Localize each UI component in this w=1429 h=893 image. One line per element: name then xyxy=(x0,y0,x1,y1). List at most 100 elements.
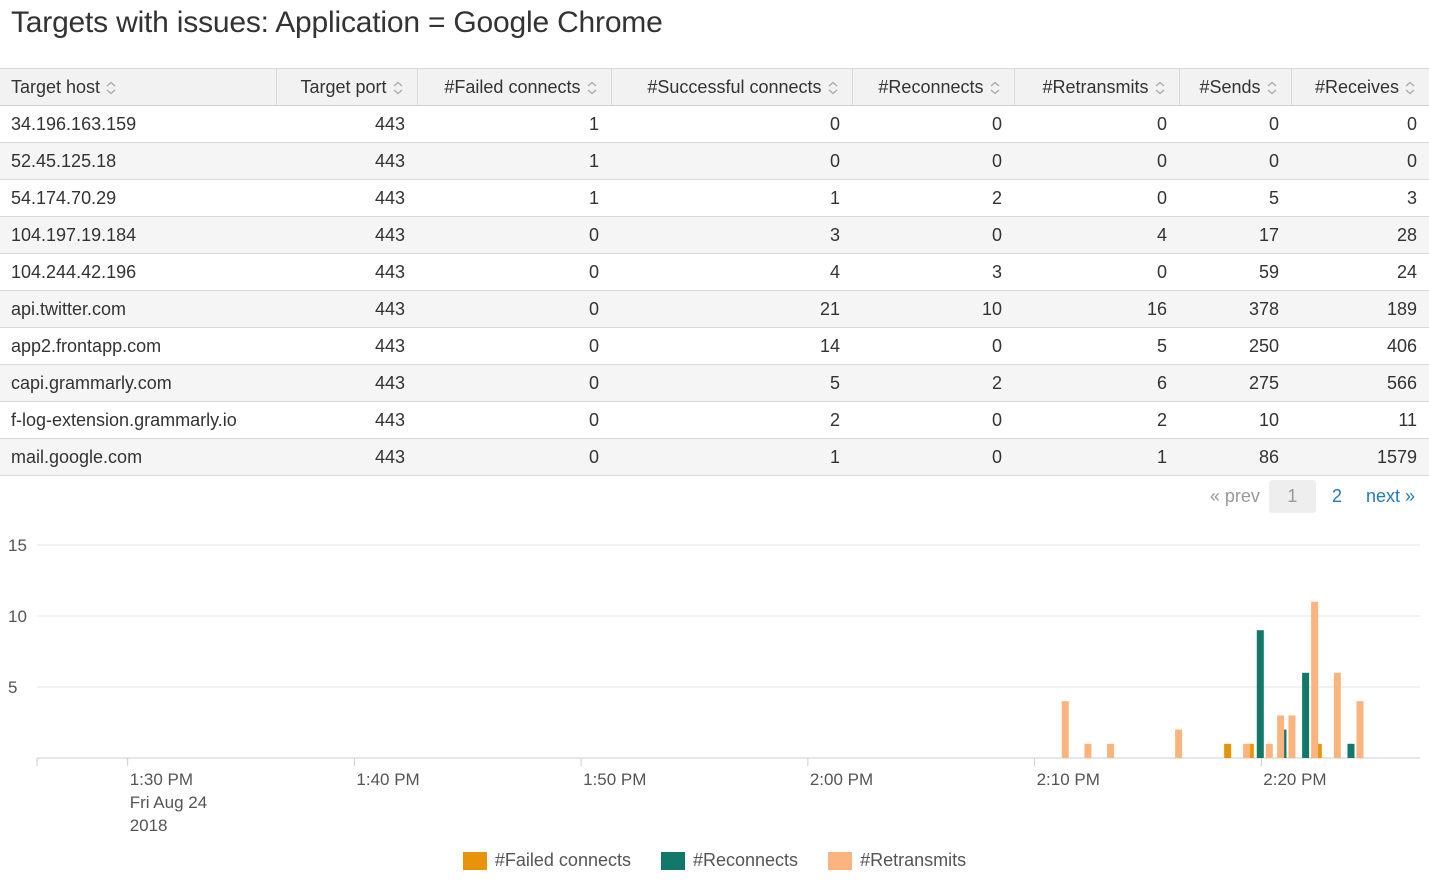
cell-successful-connects: 3 xyxy=(611,216,852,254)
bar xyxy=(1265,743,1273,758)
cell-retransmits: 2 xyxy=(1014,401,1179,439)
cell-failed-connects: 1 xyxy=(417,105,611,143)
x-tick-label: 2:20 PM xyxy=(1263,770,1326,789)
sort-icon xyxy=(587,81,596,95)
cell-reconnects: 10 xyxy=(852,290,1014,328)
chart-legend: #Failed connects #Reconnects #Retransmit… xyxy=(0,850,1429,871)
cell-target-host: 34.196.163.159 xyxy=(0,105,276,143)
cell-sends: 0 xyxy=(1179,142,1291,180)
column-header-sends[interactable]: #Sends xyxy=(1178,68,1291,106)
cell-retransmits: 0 xyxy=(1014,179,1179,217)
next-page-link[interactable]: next » xyxy=(1365,486,1415,506)
cell-receives: 11 xyxy=(1291,401,1429,439)
prev-page-link: « prev xyxy=(1209,486,1260,506)
cell-retransmits: 5 xyxy=(1014,327,1179,365)
y-tick-label: 10 xyxy=(8,607,27,626)
table-row: 104.197.19.184 443 0 3 0 4 17 28 xyxy=(0,216,1429,254)
cell-failed-connects: 1 xyxy=(417,142,611,180)
legend-label: #Retransmits xyxy=(860,850,967,870)
cell-successful-connects: 0 xyxy=(611,105,852,143)
legend-item-failed-connects[interactable]: #Failed connects xyxy=(462,850,631,871)
column-header-reconnects[interactable]: #Reconnects xyxy=(851,68,1014,106)
cell-retransmits: 0 xyxy=(1014,105,1179,143)
cell-target-port: 443 xyxy=(276,142,417,180)
sort-icon xyxy=(393,81,402,95)
column-header-failed-connects[interactable]: #Failed connects xyxy=(416,68,611,106)
column-header-label: #Sends xyxy=(1199,76,1261,97)
column-header-retransmits[interactable]: #Retransmits xyxy=(1013,68,1179,106)
cell-sends: 378 xyxy=(1179,290,1291,328)
cell-failed-connects: 0 xyxy=(417,364,611,402)
cell-sends: 86 xyxy=(1179,438,1291,476)
legend-item-retransmits[interactable]: #Retransmits xyxy=(828,850,966,871)
cell-successful-connects: 0 xyxy=(611,142,852,180)
cell-failed-connects: 0 xyxy=(417,327,611,365)
x-tick-label: 1:50 PM xyxy=(583,770,646,789)
cell-sends: 275 xyxy=(1179,364,1291,402)
column-header-label: Target port xyxy=(300,76,387,97)
x-tick-label: Fri Aug 24 xyxy=(130,793,208,812)
sort-icon xyxy=(990,81,999,95)
cell-failed-connects: 0 xyxy=(417,216,611,254)
cell-target-port: 443 xyxy=(276,253,417,291)
cell-receives: 0 xyxy=(1291,142,1429,180)
bar xyxy=(1333,672,1341,758)
cell-receives: 566 xyxy=(1291,364,1429,402)
y-tick-label: 5 xyxy=(8,678,17,697)
cell-reconnects: 2 xyxy=(852,364,1014,402)
cell-target-port: 443 xyxy=(276,327,417,365)
page-link-2[interactable]: 2 xyxy=(1331,486,1342,506)
bar xyxy=(1277,715,1285,758)
bar xyxy=(1347,743,1355,758)
cell-sends: 17 xyxy=(1179,216,1291,254)
cell-successful-connects: 21 xyxy=(611,290,852,328)
bar xyxy=(1256,630,1264,758)
column-header-label: Target host xyxy=(11,76,101,97)
x-tick-label: 2:10 PM xyxy=(1037,770,1100,789)
bar xyxy=(1311,601,1319,758)
legend-swatch xyxy=(828,851,853,870)
cell-failed-connects: 1 xyxy=(417,179,611,217)
cell-reconnects: 0 xyxy=(852,327,1014,365)
cell-reconnects: 0 xyxy=(852,216,1014,254)
table-row: app2.frontapp.com 443 0 14 0 5 250 406 xyxy=(0,327,1429,365)
cell-receives: 189 xyxy=(1291,290,1429,328)
legend-label: #Reconnects xyxy=(692,850,799,870)
legend-item-reconnects[interactable]: #Reconnects xyxy=(660,850,799,871)
cell-successful-connects: 1 xyxy=(611,179,852,217)
column-header-label: #Receives xyxy=(1314,76,1399,97)
column-header-target-host[interactable]: Target host xyxy=(0,68,276,106)
cell-reconnects: 2 xyxy=(852,179,1014,217)
legend-label: #Failed connects xyxy=(494,850,631,870)
cell-sends: 250 xyxy=(1179,327,1291,365)
cell-retransmits: 6 xyxy=(1014,364,1179,402)
cell-target-port: 443 xyxy=(276,401,417,439)
table-row: 34.196.163.159 443 1 0 0 0 0 0 xyxy=(0,105,1429,143)
cell-sends: 5 xyxy=(1179,179,1291,217)
cell-target-port: 443 xyxy=(276,364,417,402)
sort-icon xyxy=(106,81,116,95)
column-header-successful-connects[interactable]: #Successful connects xyxy=(610,68,852,106)
cell-sends: 0 xyxy=(1179,105,1291,143)
cell-reconnects: 0 xyxy=(852,105,1014,143)
cell-receives: 1579 xyxy=(1291,438,1429,476)
bar xyxy=(1246,743,1254,758)
column-header-target-port[interactable]: Target port xyxy=(275,68,417,106)
y-tick-label: 15 xyxy=(8,536,27,555)
table-row: capi.grammarly.com 443 0 5 2 6 275 566 xyxy=(0,364,1429,402)
cell-successful-connects: 5 xyxy=(611,364,852,402)
table-row: 104.244.42.196 443 0 4 3 0 59 24 xyxy=(0,253,1429,291)
column-header-label: #Successful connects xyxy=(647,76,822,97)
cell-receives: 3 xyxy=(1291,179,1429,217)
cell-target-host: capi.grammarly.com xyxy=(0,364,276,402)
sort-icon xyxy=(828,81,837,95)
x-tick-label: 2:00 PM xyxy=(810,770,873,789)
sort-icon xyxy=(1405,81,1415,95)
column-header-receives[interactable]: #Receives xyxy=(1290,68,1429,106)
cell-target-host: 52.45.125.18 xyxy=(0,142,276,180)
cell-sends: 10 xyxy=(1179,401,1291,439)
cell-successful-connects: 14 xyxy=(611,327,852,365)
cell-target-host: f-log-extension.grammarly.io xyxy=(0,401,276,439)
cell-successful-connects: 4 xyxy=(611,253,852,291)
cell-target-host: api.twitter.com xyxy=(0,290,276,328)
